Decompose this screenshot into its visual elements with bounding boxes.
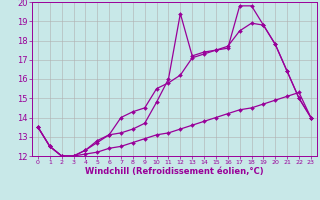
X-axis label: Windchill (Refroidissement éolien,°C): Windchill (Refroidissement éolien,°C) xyxy=(85,167,264,176)
